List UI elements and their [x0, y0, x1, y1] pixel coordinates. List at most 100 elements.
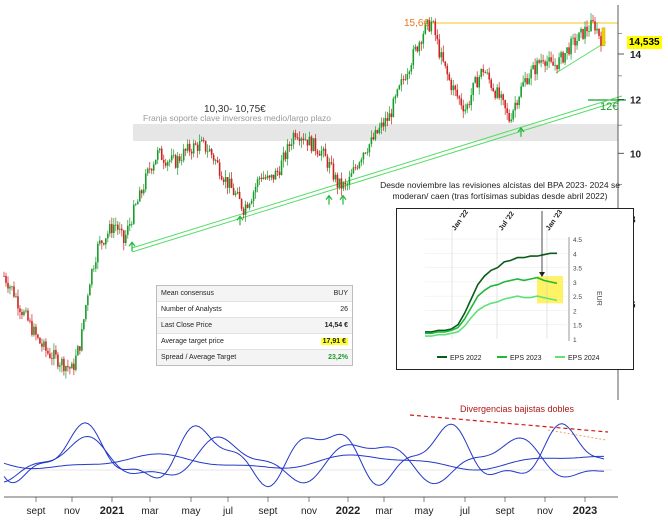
inset-y-tick-label: 2.5	[573, 294, 582, 301]
candle-body	[446, 66, 448, 74]
x-tick-label: mar	[375, 506, 393, 517]
candle-body	[466, 104, 468, 109]
candle-body	[337, 175, 339, 188]
candle-body	[233, 188, 235, 195]
candle-body	[516, 103, 518, 105]
eps-note: Desde noviembre las revisiones alcistas …	[372, 180, 628, 202]
table-row: Number of Analysts 26	[157, 302, 352, 318]
candle-body	[482, 69, 484, 72]
candle-body	[381, 123, 383, 128]
candle-body	[187, 144, 189, 151]
candle-body	[542, 60, 544, 61]
candle-body	[468, 104, 470, 105]
candle-body	[23, 311, 25, 315]
candle-body	[600, 36, 602, 46]
candle-body	[488, 73, 490, 80]
candle-body	[349, 177, 351, 184]
candle-body	[63, 359, 65, 371]
x-tick-label: mar	[141, 506, 159, 517]
candle-body	[580, 29, 582, 33]
candle-body	[568, 47, 570, 54]
candle-body	[434, 21, 436, 35]
candle-body	[31, 321, 33, 335]
candle-body	[131, 224, 133, 225]
candle-body	[119, 229, 121, 230]
candle-body	[319, 154, 321, 156]
row-value: 17,91 €	[321, 338, 348, 345]
candle-body	[225, 177, 227, 182]
candle-body	[325, 149, 327, 157]
candle-body	[592, 20, 594, 21]
candle-body	[419, 42, 421, 51]
table-row: Last Close Price 14,54 €	[157, 318, 352, 334]
candle-body	[534, 65, 536, 74]
candle-body	[359, 162, 361, 168]
candle-body	[201, 140, 203, 141]
candle-body	[448, 74, 450, 80]
candle-body	[243, 209, 245, 215]
candle-body	[387, 118, 389, 121]
row-value: BUY	[334, 290, 348, 297]
candle-body	[452, 86, 454, 91]
candle-body	[5, 276, 7, 283]
candle-body	[502, 94, 504, 100]
candle-body	[109, 224, 111, 234]
candle-body	[494, 91, 496, 98]
candle-body	[474, 77, 476, 83]
candle-body	[9, 287, 11, 289]
candle-body	[582, 29, 584, 39]
candle-body	[215, 160, 217, 161]
candle-body	[93, 269, 95, 270]
candle-body	[69, 367, 71, 368]
candle-body	[99, 241, 101, 244]
candle-body	[375, 130, 377, 139]
candle-body	[25, 311, 27, 312]
candle-body	[590, 20, 592, 31]
candle-body	[526, 78, 528, 84]
candle-body	[377, 130, 379, 133]
candle-body	[524, 78, 526, 82]
candle-body	[261, 178, 263, 179]
candle-body	[273, 175, 275, 180]
candle-body	[421, 42, 423, 43]
candle-body	[506, 108, 508, 113]
candle-body	[460, 99, 462, 106]
candle-body	[554, 65, 556, 66]
candle-body	[3, 276, 5, 277]
candle-body	[572, 38, 574, 39]
y-tick-label: 12	[630, 95, 642, 106]
candle-body	[111, 224, 113, 233]
candle-body	[303, 139, 305, 140]
candle-body	[574, 38, 576, 46]
candle-body	[57, 355, 59, 367]
candle-body	[95, 262, 97, 268]
candle-body	[329, 162, 331, 168]
candle-body	[365, 153, 367, 154]
candle-body	[548, 57, 550, 61]
candle-body	[275, 171, 277, 180]
candle-body	[193, 143, 195, 153]
candle-body	[239, 192, 241, 199]
row-label: Spread / Average Target	[161, 354, 236, 361]
last-price-badge: 14,535	[627, 36, 662, 49]
candle-body	[253, 192, 255, 201]
candle-body	[55, 350, 57, 355]
candle-body	[73, 364, 75, 370]
candle-body	[171, 155, 173, 160]
candle-body	[53, 350, 55, 359]
candle-body	[476, 77, 478, 87]
candle-body	[19, 308, 21, 312]
row-label: Mean consensus	[161, 290, 214, 297]
table-row: Spread / Average Target 23,2%	[157, 350, 352, 365]
candle-body	[209, 149, 211, 151]
candle-body	[514, 103, 516, 111]
candle-body	[11, 286, 13, 287]
candle-body	[407, 74, 409, 79]
x-tick-label: may	[415, 506, 434, 517]
candle-body	[458, 96, 460, 98]
x-tick-label: 2021	[100, 505, 124, 517]
inset-y-tick-label: 4	[573, 251, 577, 258]
candle-body	[105, 238, 107, 244]
candle-body	[211, 149, 213, 155]
candle-body	[339, 178, 341, 187]
